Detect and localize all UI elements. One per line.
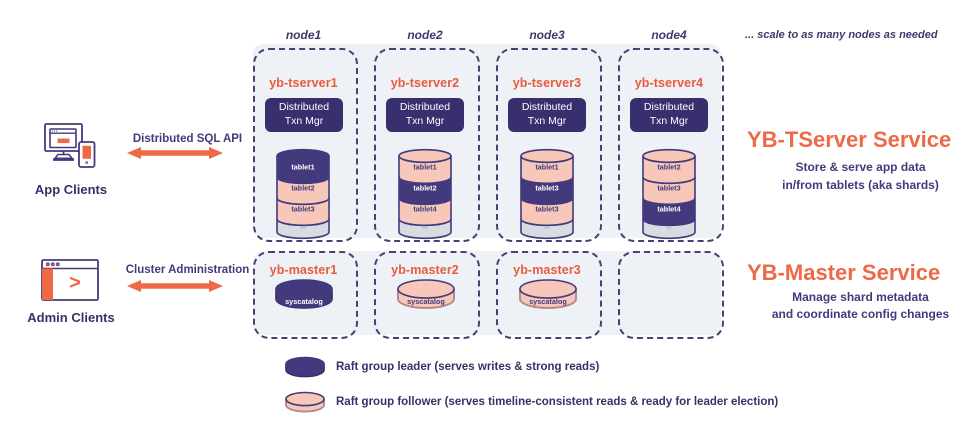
svg-text:>: > [69, 272, 81, 294]
svg-text:tablet3: tablet3 [535, 204, 558, 213]
svg-text:tablet1: tablet1 [535, 162, 558, 171]
svg-text:...: ... [544, 223, 549, 230]
svg-text:...: ... [422, 223, 427, 230]
svg-text:tablet2: tablet2 [657, 162, 680, 171]
svg-text:tablet2: tablet2 [413, 183, 436, 192]
svg-text:tablet2: tablet2 [291, 183, 314, 192]
svg-text:tablet4: tablet4 [413, 204, 436, 213]
svg-text:...: ... [666, 223, 671, 230]
svg-text:syscatalog: syscatalog [529, 297, 567, 306]
svg-text:tablet4: tablet4 [657, 204, 680, 213]
svg-text:syscatalog: syscatalog [285, 297, 323, 306]
svg-text:...: ... [300, 223, 305, 230]
svg-text:tablet1: tablet1 [413, 162, 436, 171]
svg-text:tablet3: tablet3 [535, 183, 558, 192]
svg-text:syscatalog: syscatalog [407, 297, 445, 306]
svg-text:tablet1: tablet1 [291, 162, 314, 171]
svg-text:tablet3: tablet3 [291, 204, 314, 213]
svg-text:tablet3: tablet3 [657, 183, 680, 192]
